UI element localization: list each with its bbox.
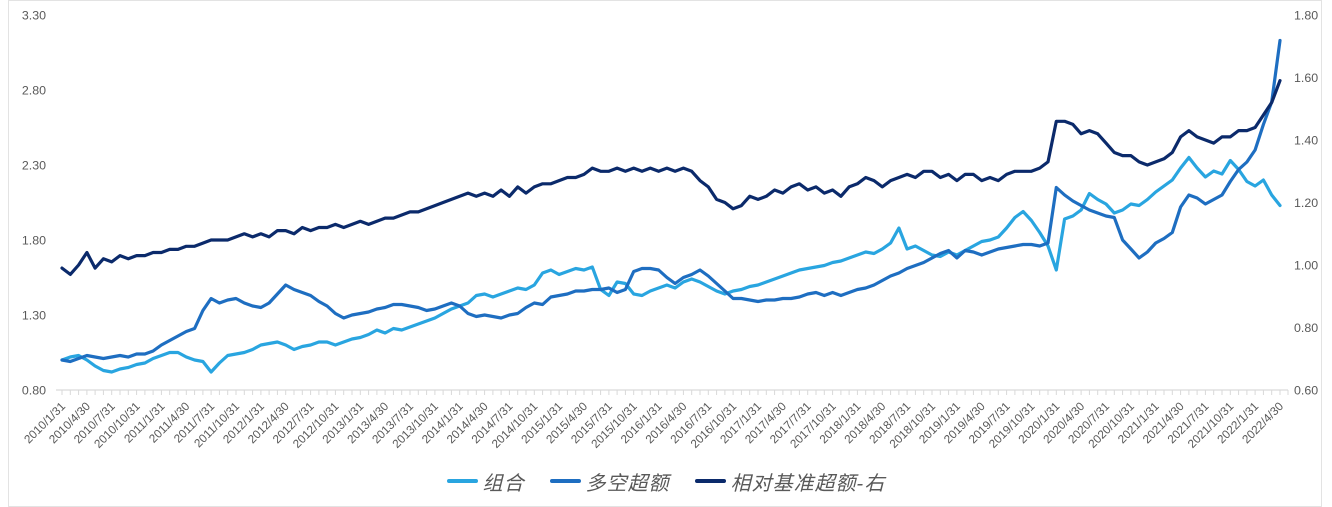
line-chart-plot-area: 3.30 2.80 2.30 1.80 1.30 0.80 1.80 1.60 1.40 1.20… xyxy=(21,8,1318,451)
right-axis-tick-label: 1.00 xyxy=(1294,258,1318,272)
legend-label-benchmark-excess-right: 相对基准超额-右 xyxy=(730,470,886,495)
left-axis-tick-label: 1.30 xyxy=(22,308,46,322)
portfolio-line-swatch xyxy=(446,479,478,483)
right-axis-tick-label: 1.40 xyxy=(1294,133,1318,147)
right-axis-tick-label: 0.80 xyxy=(1294,321,1318,335)
chart-panel xyxy=(8,0,1322,507)
right-axis-tick-label: 1.20 xyxy=(1294,196,1318,210)
right-axis-tick-label: 0.60 xyxy=(1294,383,1318,397)
legend-label-portfolio: 组合 xyxy=(482,470,525,495)
series-line-0 xyxy=(60,155,1282,374)
left-axis-tick-label: 2.80 xyxy=(22,83,46,97)
legend-label-long-short-excess: 多空超额 xyxy=(585,470,670,495)
legend-item-portfolio[interactable]: 组合 xyxy=(446,467,525,496)
legend-item-benchmark-excess-right[interactable]: 相对基准超额-右 xyxy=(694,467,886,496)
legend: 组合 多空超额 相对基准超额-右 xyxy=(0,464,1332,498)
left-axis-tick-label: 3.30 xyxy=(22,8,46,22)
right-axis-tick-label: 1.60 xyxy=(1294,71,1318,85)
series-line-1 xyxy=(60,38,1282,364)
left-axis-tick-label: 1.80 xyxy=(22,233,46,247)
left-axis-tick-label: 2.30 xyxy=(22,158,46,172)
left-axis-tick-label: 0.80 xyxy=(22,383,46,397)
right-axis-tick-label: 1.80 xyxy=(1294,8,1318,22)
series-line-2 xyxy=(60,78,1282,276)
long-short-excess-line-swatch xyxy=(549,479,581,483)
benchmark-excess-line-swatch xyxy=(694,479,726,483)
legend-item-long-short-excess[interactable]: 多空超额 xyxy=(549,467,670,496)
